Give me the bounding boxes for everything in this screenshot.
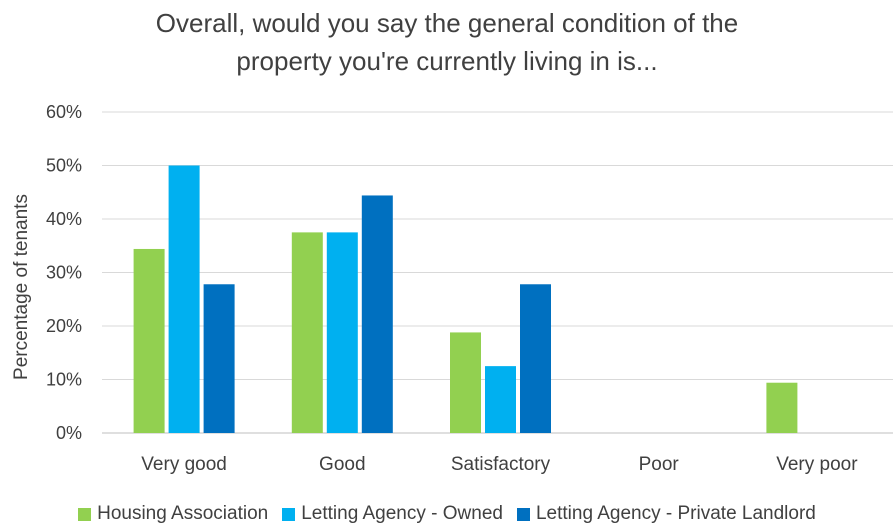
y-tick-label: 20% xyxy=(46,316,82,336)
bar xyxy=(361,195,393,433)
y-tick-label: 0% xyxy=(56,423,82,443)
legend-swatch xyxy=(282,507,296,521)
legend-label: Letting Agency - Owned xyxy=(301,503,503,524)
bar xyxy=(168,165,200,433)
chart-title-line-1: Overall, would you say the general condi… xyxy=(155,8,739,38)
x-category-label: Very good xyxy=(141,454,227,475)
x-category-label: Good xyxy=(319,454,365,475)
y-tick-label: 10% xyxy=(46,370,82,390)
y-tick-label: 50% xyxy=(46,156,82,176)
legend-label: Housing Association xyxy=(97,503,269,524)
x-category-label: Poor xyxy=(639,454,680,475)
bar xyxy=(291,232,323,433)
y-tick-label: 60% xyxy=(46,102,82,122)
legend-item: Letting Agency - Owned xyxy=(282,503,503,525)
bar xyxy=(133,248,165,433)
legend-swatch xyxy=(78,507,92,521)
x-category-label: Very poor xyxy=(776,454,858,475)
bar xyxy=(326,232,358,433)
bar xyxy=(520,284,551,433)
legend-label: Letting Agency - Private Landlord xyxy=(535,503,816,524)
y-tick-label: 40% xyxy=(46,209,82,229)
x-category-label: Satisfactory xyxy=(451,454,551,475)
legend-swatch xyxy=(516,507,530,521)
y-axis-label: Percentage of tenants xyxy=(11,194,32,380)
chart-title: Overall, would you say the general condi… xyxy=(0,4,894,80)
bar xyxy=(450,332,481,433)
legend: Housing Association Letting Agency - Owne… xyxy=(0,503,894,525)
chart-title-line-2: property you're currently living in is..… xyxy=(236,46,658,76)
y-tick-label: 30% xyxy=(46,263,82,283)
legend-item: Letting Agency - Private Landlord xyxy=(516,503,816,525)
bar xyxy=(485,366,516,433)
bar xyxy=(203,284,235,433)
legend-item: Housing Association xyxy=(78,503,268,525)
bar xyxy=(766,382,798,433)
